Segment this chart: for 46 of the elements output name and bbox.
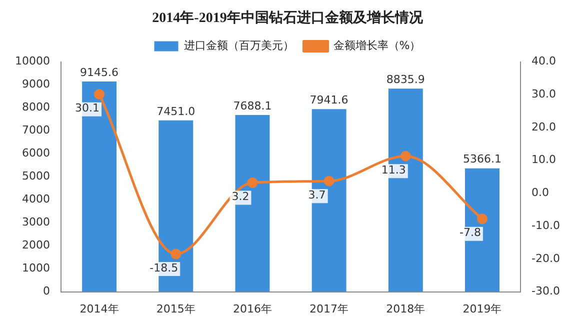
data-label: 3.7 bbox=[308, 188, 326, 202]
y-tick-label: 3000 bbox=[22, 216, 50, 229]
point bbox=[400, 150, 411, 162]
data-label: 9145.6 bbox=[80, 66, 119, 79]
point bbox=[324, 176, 334, 186]
point bbox=[94, 89, 105, 100]
data-label: 3.2 bbox=[232, 190, 250, 204]
data-label: 7688.1 bbox=[233, 99, 272, 112]
x-tick-label: 2017年 bbox=[310, 302, 349, 316]
y2-tick-label: -10.0 bbox=[532, 218, 560, 232]
y-tick-label: 8000 bbox=[22, 100, 50, 114]
y-tick-label: 5000 bbox=[22, 170, 50, 183]
legend-label: 进口金额（百万美元） bbox=[184, 39, 294, 52]
y2-tick-label: -20.0 bbox=[532, 252, 560, 265]
y-tick-label: 7000 bbox=[22, 124, 50, 137]
data-label: 7451.0 bbox=[156, 104, 196, 118]
legend-label: 金额增长率（%） bbox=[333, 39, 421, 52]
y-tick-label: 2000 bbox=[22, 238, 50, 252]
chart-title: 2014年-2019年中国钻石进口金额及增长情况 bbox=[152, 9, 424, 26]
x-tick-label: 2016年 bbox=[232, 302, 272, 316]
data-label: -7.8 bbox=[460, 226, 481, 240]
y2-tick-label: 30.0 bbox=[532, 88, 556, 101]
x-tick-label: 2019年 bbox=[462, 302, 502, 316]
y2-tick-label: 20.0 bbox=[532, 120, 556, 134]
data-label: 30.1 bbox=[75, 102, 100, 115]
point bbox=[170, 248, 182, 260]
y2-tick-label: 40.0 bbox=[532, 54, 556, 68]
data-label: -18.5 bbox=[150, 261, 178, 274]
data-label: 11.3 bbox=[381, 163, 406, 176]
y2-tick-label: 10.0 bbox=[532, 153, 556, 166]
y-tick-label: 6000 bbox=[22, 146, 50, 160]
y-tick-label: 0 bbox=[42, 284, 50, 298]
data-label: 8835.9 bbox=[386, 72, 425, 86]
point bbox=[247, 177, 258, 188]
data-label: 7941.6 bbox=[310, 94, 348, 107]
y-tick-label: 4000 bbox=[22, 192, 50, 206]
y2-tick-label: 0.0 bbox=[532, 186, 550, 200]
y-tick-label: 1000 bbox=[22, 262, 50, 275]
y-tick-label: 9000 bbox=[22, 78, 50, 91]
x-tick-label: 2014年 bbox=[80, 302, 119, 316]
x-tick-label: 2018年 bbox=[386, 302, 426, 316]
data-label: 5366.1 bbox=[462, 152, 502, 166]
point bbox=[476, 214, 488, 224]
y2-tick-label: -30.0 bbox=[532, 284, 560, 298]
x-tick-label: 2015年 bbox=[156, 302, 196, 316]
y-tick-label: 10000 bbox=[14, 54, 50, 68]
